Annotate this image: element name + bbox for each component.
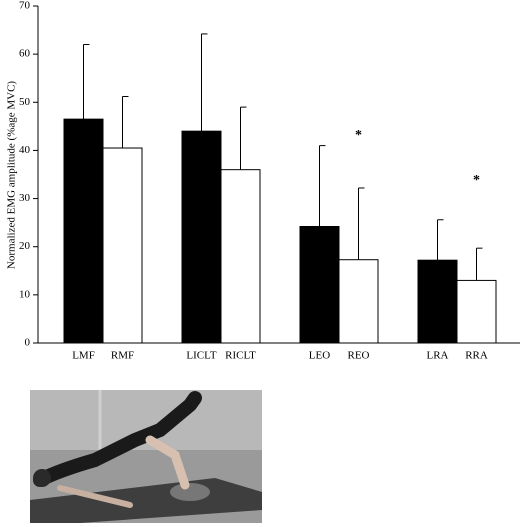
x-tick-label: LEO xyxy=(309,350,330,362)
y-tick-label: 10 xyxy=(19,288,31,300)
x-tick-label: LRA xyxy=(427,350,449,362)
photo-ball xyxy=(170,483,210,501)
x-tick-label: LICLT xyxy=(186,350,216,362)
x-tick-label: LMF xyxy=(72,350,95,362)
y-tick-label: 30 xyxy=(19,192,31,204)
x-tick-label: RRA xyxy=(465,350,488,362)
y-tick-label: 50 xyxy=(19,96,31,108)
annotation: * xyxy=(473,173,480,188)
bar xyxy=(417,259,458,344)
y-axis-label: Normalized EMG amplitude (%age MVC) xyxy=(6,81,18,270)
photo-leg xyxy=(145,435,190,490)
y-tick-label: 0 xyxy=(25,337,31,349)
photo-head xyxy=(33,469,51,487)
bar xyxy=(299,225,340,344)
bar xyxy=(220,169,261,344)
bar xyxy=(456,279,497,344)
bar xyxy=(63,118,104,344)
y-tick-label: 20 xyxy=(19,240,31,252)
x-tick-label: REO xyxy=(348,350,370,362)
x-tick-label: RICLT xyxy=(225,350,256,362)
y-tick-label: 60 xyxy=(19,48,31,60)
bar xyxy=(338,259,379,344)
x-tick-label: RMF xyxy=(111,350,134,362)
photo xyxy=(30,390,262,523)
bar xyxy=(181,130,222,344)
photo-arm xyxy=(57,485,133,508)
y-tick-label: 70 xyxy=(19,0,31,12)
bar xyxy=(102,147,143,344)
y-tick-label: 40 xyxy=(19,144,31,156)
annotation: * xyxy=(355,128,362,143)
